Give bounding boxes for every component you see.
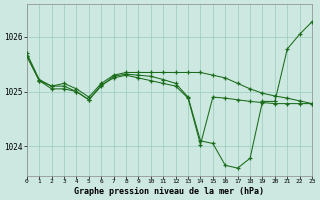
X-axis label: Graphe pression niveau de la mer (hPa): Graphe pression niveau de la mer (hPa): [75, 187, 264, 196]
